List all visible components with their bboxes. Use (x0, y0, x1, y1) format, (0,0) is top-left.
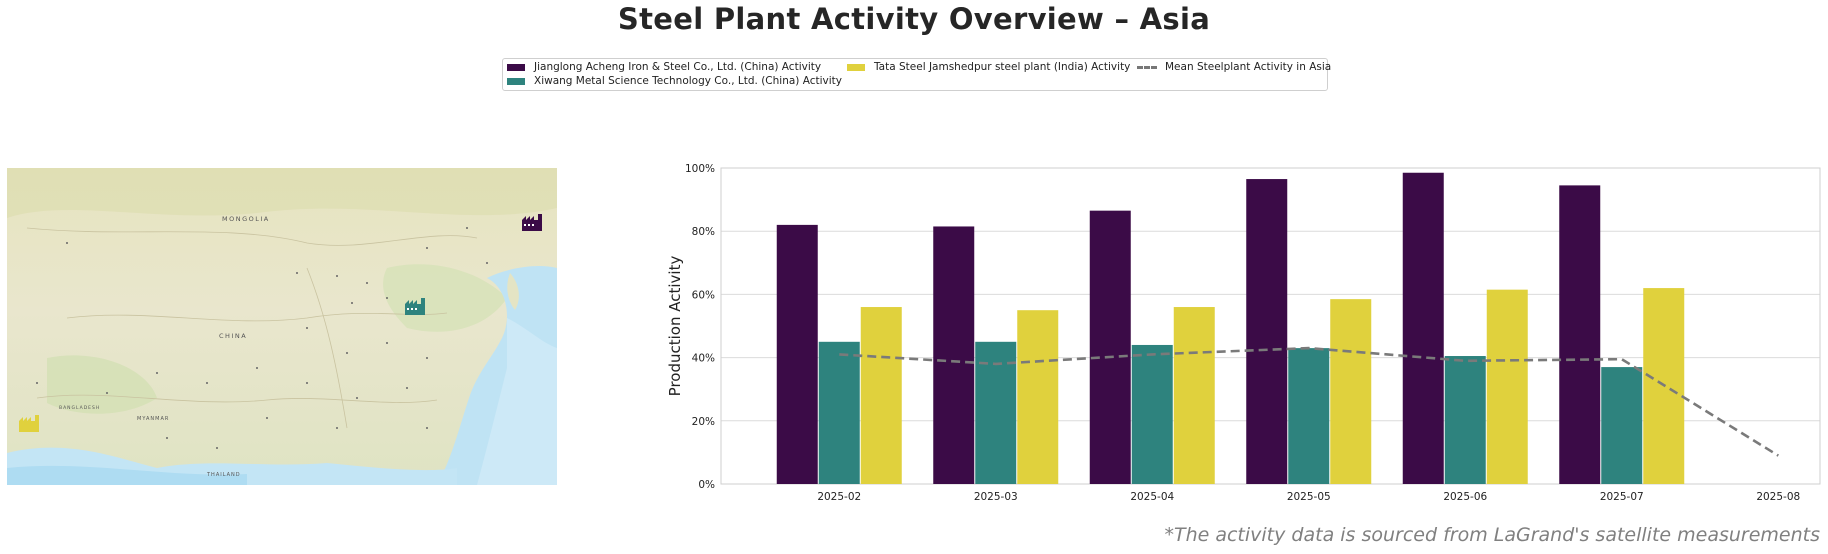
x-tick-label: 2025-07 (1600, 491, 1644, 500)
y-axis-label: Production Activity (666, 256, 684, 397)
factory-icon-tata (19, 415, 39, 432)
map-label-mongolia: MONGOLIA (222, 215, 270, 223)
y-tick-label: 100% (685, 163, 715, 175)
legend: Jianglong Acheng Iron & Steel Co., Ltd. … (502, 58, 1331, 91)
bar-tata (1330, 299, 1372, 484)
bar-tata (1173, 307, 1215, 484)
legend-label-jianglong: Jianglong Acheng Iron & Steel Co., Ltd. … (534, 61, 822, 73)
footnote: *The activity data is sourced from LaGra… (1164, 524, 1820, 546)
bar-xiwang (818, 341, 860, 484)
y-tick-label: 0% (698, 479, 715, 491)
x-tick-label: 2025-04 (1130, 491, 1174, 500)
x-tick-label: 2025-08 (1756, 491, 1800, 500)
factory-icon-xiwang (405, 298, 425, 315)
bar-jianglong (776, 224, 818, 484)
map-label-thailand: THAILAND (206, 472, 241, 478)
bar-xiwang (975, 341, 1017, 484)
x-tick-label: 2025-06 (1443, 491, 1487, 500)
legend-label-mean: Mean Steelplant Activity in Asia (1165, 61, 1332, 73)
y-tick-label: 20% (692, 416, 715, 428)
bar-xiwang (1601, 367, 1643, 484)
chart-svg: 0% 20% 40% 60% 80% 100% 2025-02 2025-03 2025-04 2… (666, 163, 1821, 503)
bar-xiwang (1288, 348, 1330, 484)
factory-icon-jianglong (522, 214, 542, 231)
bar-jianglong (1246, 179, 1288, 484)
legend-label-tata: Tata Steel Jamshedpur steel plant (India… (874, 61, 1131, 73)
bar-xiwang (1444, 356, 1486, 484)
x-tick-label: 2025-02 (817, 491, 861, 500)
x-tick-label: 2025-05 (1287, 491, 1331, 500)
legend-item-mean: Mean Steelplant Activity in Asia (1137, 61, 1331, 73)
bar-chart: 0% 20% 40% 60% 80% 100% 2025-02 2025-03 2025-04 2… (640, 160, 1828, 503)
legend-item-xiwang: Xiwang Metal Science Technology Co., Ltd… (507, 75, 842, 87)
y-tick-label: 60% (692, 289, 715, 301)
legend-item-jianglong: Jianglong Acheng Iron & Steel Co., Ltd. … (507, 61, 821, 73)
bar-jianglong (933, 226, 975, 484)
bar-jianglong (1089, 210, 1131, 484)
bar-jianglong (1559, 185, 1601, 484)
bar-jianglong (1402, 172, 1444, 485)
asia-map: MONGOLIA CHINA MYANMAR THAILAND BANGLADE… (7, 168, 557, 485)
mean-activity-line (839, 346, 1779, 457)
legend-swatch-tata (847, 63, 865, 71)
legend-swatch-xiwang (507, 77, 525, 85)
legend-item-tata: Tata Steel Jamshedpur steel plant (India… (847, 61, 1130, 73)
y-tick-label: 80% (692, 226, 715, 238)
chart-title: Steel Plant Activity Overview – Asia (617, 2, 1211, 36)
legend-dash-mean (1137, 65, 1157, 69)
bar-xiwang (1131, 344, 1173, 484)
bar-tata (860, 307, 902, 484)
map-label-bangladesh: BANGLADESH (59, 405, 100, 411)
y-tick-label: 40% (692, 353, 715, 365)
x-tick-label: 2025-03 (974, 491, 1018, 500)
legend-label-xiwang: Xiwang Metal Science Technology Co., Ltd… (534, 75, 842, 87)
legend-swatch-jianglong (507, 63, 525, 71)
bar-tata (1486, 289, 1528, 484)
map-label-myanmar: MYANMAR (137, 416, 169, 422)
map-svg: MONGOLIA CHINA MYANMAR THAILAND BANGLADE… (7, 168, 557, 485)
bar-tata (1017, 310, 1059, 484)
map-label-china: CHINA (219, 332, 247, 340)
